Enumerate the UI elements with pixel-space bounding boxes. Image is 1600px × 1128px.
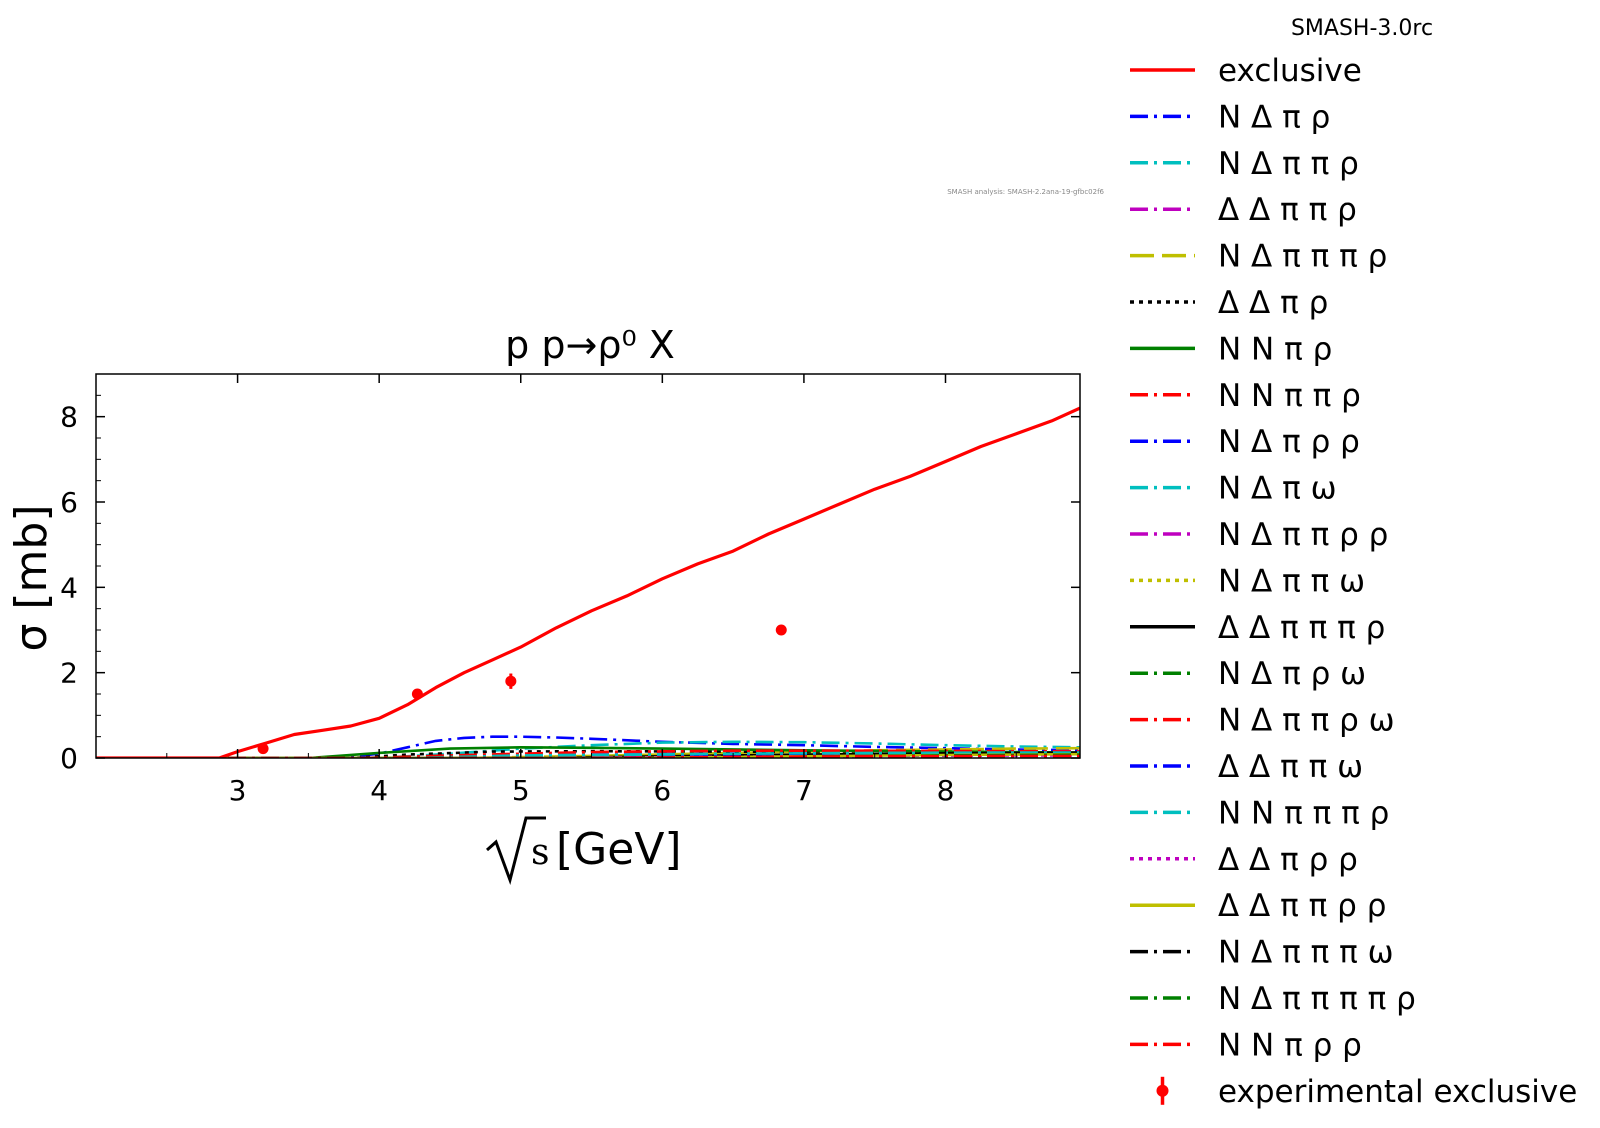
legend-entry-10: N Δ π π ρ ρ <box>1130 517 1388 553</box>
axes: 3 4 5 6 7 8 0 2 4 6 8 <box>60 373 1081 807</box>
legend-entry-4: N Δ π π π ρ <box>1130 239 1387 275</box>
legend-entry-11: N Δ π π ω <box>1130 563 1365 599</box>
legend-entry-12: Δ Δ π π π ρ <box>1130 610 1385 646</box>
x-axis-symbol: s <box>531 832 549 873</box>
x-tick-label-4: 7 <box>795 774 813 807</box>
y-tick-label-4: 8 <box>60 401 78 434</box>
legend-entry-22: experimental exclusive <box>1156 1074 1577 1110</box>
legend-entry-16: N N π π π ρ <box>1130 795 1389 831</box>
y-tick-label-2: 4 <box>60 571 78 604</box>
legend-label: N N π ρ <box>1218 331 1332 367</box>
legend-label: N Δ π π ρ <box>1218 146 1359 182</box>
legend-label: N Δ π ρ <box>1218 99 1330 135</box>
legend-entry-6: N N π ρ <box>1130 331 1332 367</box>
experimental-point-0 <box>257 743 269 755</box>
legend-label: Δ Δ π π ρ ρ <box>1218 888 1386 924</box>
x-tick-label-0: 3 <box>229 774 247 807</box>
legend-label: N Δ π ρ ρ <box>1218 424 1360 460</box>
legend-entry-5: Δ Δ π ρ <box>1130 285 1328 321</box>
legend-label: N Δ π π ρ ρ <box>1218 517 1388 553</box>
legend-label: N Δ π ω <box>1218 471 1337 507</box>
legend-title: SMASH-3.0rc <box>1291 16 1433 41</box>
legend-entry-7: N N π π ρ <box>1130 378 1361 414</box>
legend-label: N N π π π ρ <box>1218 795 1389 831</box>
legend-entry-2: N Δ π π ρ <box>1130 146 1359 182</box>
x-tick-label-1: 4 <box>370 774 388 807</box>
legend-label: Δ Δ π ρ ρ <box>1218 842 1358 878</box>
y-axis-label: σ [mb] <box>6 505 57 652</box>
x-tick-label-5: 8 <box>937 774 955 807</box>
legend-label: N Δ π π ρ ω <box>1218 703 1395 739</box>
x-axis-label: s [GeV] <box>486 816 682 886</box>
plot-frame <box>95 373 1081 759</box>
legend-label: N Δ π π π ω <box>1218 935 1394 971</box>
y-tick-label-0: 0 <box>60 742 78 775</box>
y-tick-label-1: 2 <box>60 657 78 690</box>
legend-entry-3: Δ Δ π π ρ <box>1130 192 1357 228</box>
x-tick-label-2: 5 <box>512 774 530 807</box>
x-axis-unit: [GeV] <box>556 824 682 875</box>
legend: SMASH-3.0rc exclusive N Δ π ρ N Δ π π ρ Δ Δ… <box>1130 16 1577 1110</box>
plot-area <box>96 406 1080 758</box>
watermark-text: SMASH analysis: SMASH-2.2ana-19-gfbc02f6 <box>947 188 1104 196</box>
legend-label: experimental exclusive <box>1218 1074 1577 1110</box>
legend-entry-20: N Δ π π π π ρ <box>1130 981 1416 1017</box>
legend-label: Δ Δ π ρ <box>1218 285 1328 321</box>
legend-entry-18: Δ Δ π π ρ ρ <box>1130 888 1386 924</box>
legend-label: N Δ π π ω <box>1218 563 1365 599</box>
experimental-point-3 <box>775 624 787 636</box>
experimental-point-1 <box>411 688 423 700</box>
legend-entry-17: Δ Δ π ρ ρ <box>1130 842 1358 878</box>
legend-label: exclusive <box>1218 53 1362 89</box>
legend-entry-19: N Δ π π π ω <box>1130 935 1394 971</box>
legend-label: Δ Δ π π ω <box>1218 749 1363 785</box>
legend-swatch-marker <box>1156 1084 1169 1097</box>
legend-label: N N π π ρ <box>1218 378 1361 414</box>
legend-entry-9: N Δ π ω <box>1130 471 1337 507</box>
legend-label: N Δ π ρ ω <box>1218 656 1366 692</box>
legend-label: Δ Δ π π ρ <box>1218 192 1357 228</box>
x-tick-label-3: 6 <box>653 774 671 807</box>
legend-label: N Δ π π π ρ <box>1218 239 1387 275</box>
legend-entry-15: Δ Δ π π ω <box>1130 749 1363 785</box>
sqrt-sign-icon <box>486 816 546 886</box>
legend-label: N Δ π π π π ρ <box>1218 981 1416 1017</box>
series-line-0 <box>96 406 1080 758</box>
legend-entry-0: exclusive <box>1130 53 1362 89</box>
series-line-6 <box>96 745 1080 758</box>
y-tick-label-3: 6 <box>60 486 78 519</box>
legend-entry-13: N Δ π ρ ω <box>1130 656 1366 692</box>
legend-label: Δ Δ π π π ρ <box>1218 610 1385 646</box>
chart-title: p p→ρ⁰ X <box>505 323 675 367</box>
experimental-point-2 <box>505 673 517 689</box>
legend-entry-21: N N π ρ ρ <box>1130 1027 1362 1063</box>
legend-entry-8: N Δ π ρ ρ <box>1130 424 1360 460</box>
legend-label: N N π ρ ρ <box>1218 1027 1362 1063</box>
legend-entry-1: N Δ π ρ <box>1130 99 1330 135</box>
legend-entry-14: N Δ π π ρ ω <box>1130 703 1395 739</box>
